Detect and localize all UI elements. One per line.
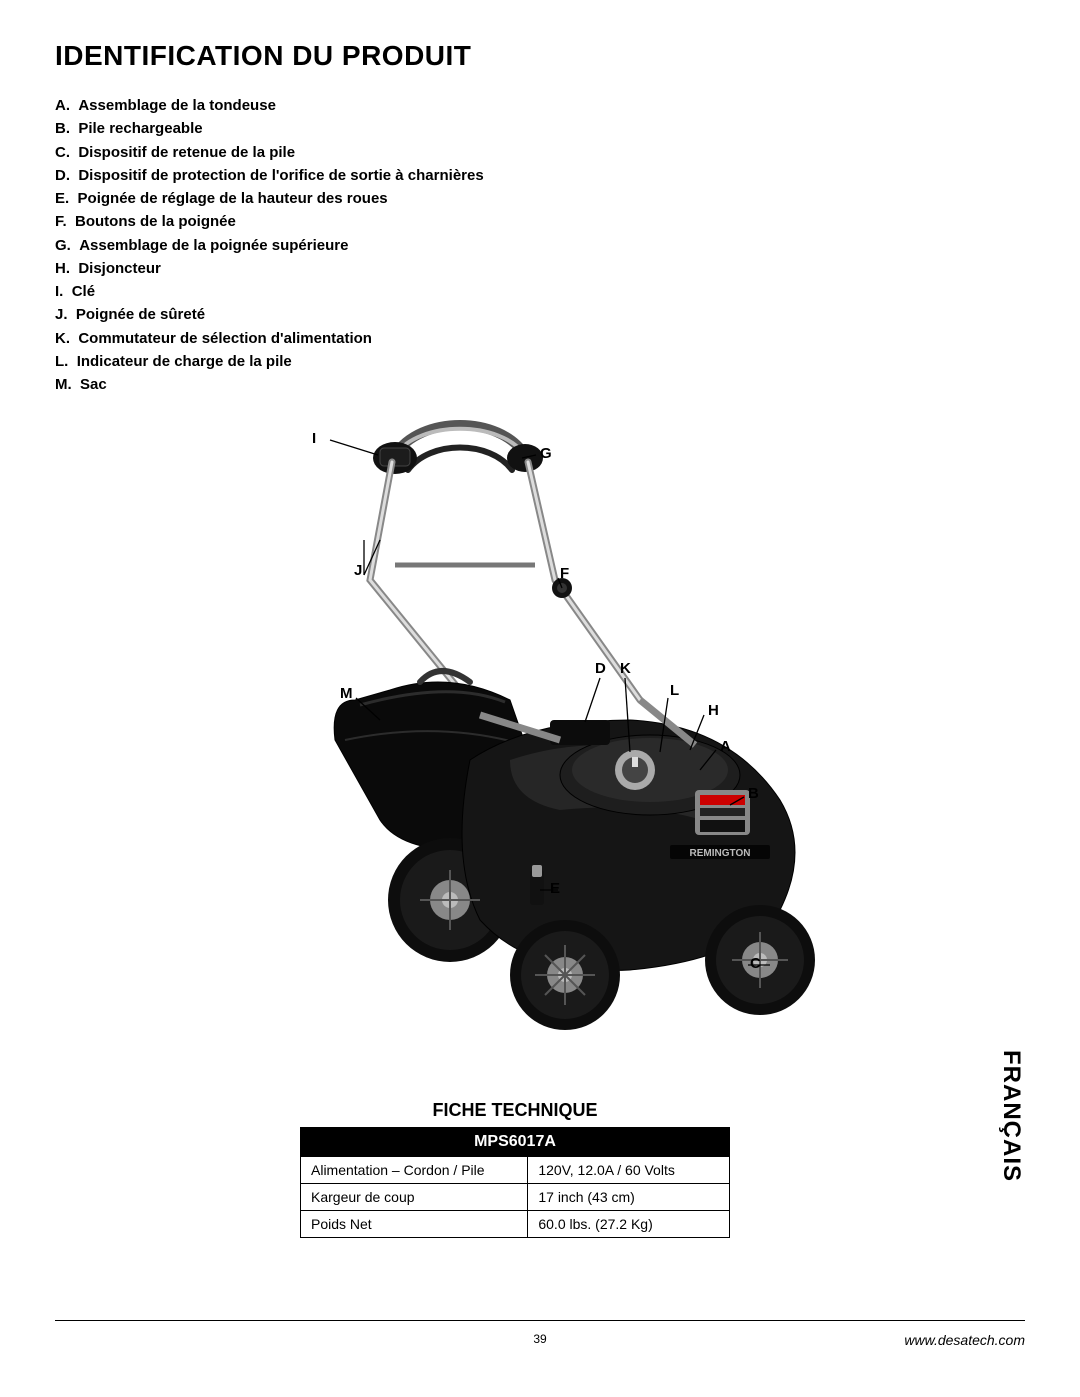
parts-list-letter: F. xyxy=(55,213,67,230)
parts-list-item: C. Dispositif de retenue de la pile xyxy=(55,141,1025,164)
parts-list-item: M. Sac xyxy=(55,373,1025,396)
footer-divider xyxy=(55,1320,1025,1321)
parts-list-label: Assemblage de la tondeuse xyxy=(78,97,276,114)
callout-b: B xyxy=(748,785,759,802)
spec-row-label: Kargeur de coup xyxy=(301,1184,528,1211)
spec-row: Poids Net60.0 lbs. (27.2 Kg) xyxy=(301,1211,730,1238)
parts-list-letter: J. xyxy=(55,306,68,323)
parts-list-letter: G. xyxy=(55,237,71,254)
manual-page: IDENTIFICATION DU PRODUIT A. Assemblage … xyxy=(0,0,1080,1397)
parts-list-letter: L. xyxy=(55,353,68,370)
callout-i: I xyxy=(312,430,316,447)
parts-list-letter: B. xyxy=(55,120,70,137)
parts-list-label: Dispositif de protection de l'orifice de… xyxy=(78,167,483,184)
parts-list-item: G. Assemblage de la poignée supérieure xyxy=(55,234,1025,257)
parts-list-letter: H. xyxy=(55,260,70,277)
spec-row-value: 60.0 lbs. (27.2 Kg) xyxy=(528,1211,730,1238)
parts-list-label: Poignée de sûreté xyxy=(76,306,205,323)
spec-row-value: 120V, 12.0A / 60 Volts xyxy=(528,1157,730,1184)
parts-list-item: I. Clé xyxy=(55,280,1025,303)
parts-list-item: E. Poignée de réglage de la hauteur des … xyxy=(55,187,1025,210)
parts-list-label: Clé xyxy=(72,283,95,300)
parts-list-letter: M. xyxy=(55,376,72,393)
spec-model-header: MPS6017A xyxy=(301,1128,730,1157)
parts-list-letter: C. xyxy=(55,144,70,161)
callout-f: F xyxy=(560,565,569,582)
spec-row: Kargeur de coup17 inch (43 cm) xyxy=(301,1184,730,1211)
product-diagram: REMINGTON xyxy=(300,400,900,1060)
callout-k: K xyxy=(620,660,631,677)
parts-list-label: Boutons de la poignée xyxy=(75,213,236,230)
callout-d: D xyxy=(595,660,606,677)
parts-list-label: Poignée de réglage de la hauteur des rou… xyxy=(78,190,388,207)
parts-list-label: Assemblage de la poignée supérieure xyxy=(79,237,348,254)
parts-list-letter: K. xyxy=(55,330,70,347)
spec-row-value: 17 inch (43 cm) xyxy=(528,1184,730,1211)
parts-list-label: Dispositif de retenue de la pile xyxy=(78,144,295,161)
spec-section: FICHE TECHNIQUE MPS6017A Alimentation – … xyxy=(300,1100,730,1238)
callout-m: M xyxy=(340,685,353,702)
parts-list-label: Indicateur de charge de la pile xyxy=(77,353,292,370)
parts-list-letter: E. xyxy=(55,190,69,207)
spec-row: Alimentation – Cordon / Pile120V, 12.0A … xyxy=(301,1157,730,1184)
parts-list-item: H. Disjoncteur xyxy=(55,257,1025,280)
parts-list-item: K. Commutateur de sélection d'alimentati… xyxy=(55,327,1025,350)
callout-l: L xyxy=(670,682,679,699)
parts-list-item: L. Indicateur de charge de la pile xyxy=(55,350,1025,373)
parts-list-letter: D. xyxy=(55,167,70,184)
spec-title: FICHE TECHNIQUE xyxy=(300,1100,730,1121)
parts-list-letter: A. xyxy=(55,97,70,114)
language-side-label: FRANÇAIS xyxy=(997,1050,1025,1182)
parts-list-item: J. Poignée de sûreté xyxy=(55,303,1025,326)
parts-list-label: Pile rechargeable xyxy=(78,120,202,137)
svg-text:REMINGTON: REMINGTON xyxy=(690,848,751,859)
parts-list-item: A. Assemblage de la tondeuse xyxy=(55,94,1025,117)
parts-list-item: F. Boutons de la poignée xyxy=(55,210,1025,233)
callout-j: J xyxy=(354,562,362,579)
spec-table: MPS6017A Alimentation – Cordon / Pile120… xyxy=(300,1127,730,1238)
callout-g: G xyxy=(540,445,552,462)
callout-e: E xyxy=(550,880,560,897)
spec-row-label: Poids Net xyxy=(301,1211,528,1238)
parts-list-label: Disjoncteur xyxy=(78,260,161,277)
parts-list-item: D. Dispositif de protection de l'orifice… xyxy=(55,164,1025,187)
parts-list-item: B. Pile rechargeable xyxy=(55,117,1025,140)
parts-list-label: Commutateur de sélection d'alimentation xyxy=(78,330,372,347)
page-title: IDENTIFICATION DU PRODUIT xyxy=(55,40,1025,72)
spec-row-label: Alimentation – Cordon / Pile xyxy=(301,1157,528,1184)
callout-c: C xyxy=(750,955,761,972)
callout-h: H xyxy=(708,702,719,719)
mower-illustration: REMINGTON xyxy=(300,400,900,1060)
footer-url: www.desatech.com xyxy=(904,1332,1025,1348)
callout-a: A xyxy=(720,738,731,755)
parts-list: A. Assemblage de la tondeuseB. Pile rech… xyxy=(55,94,1025,396)
parts-list-label: Sac xyxy=(80,376,107,393)
